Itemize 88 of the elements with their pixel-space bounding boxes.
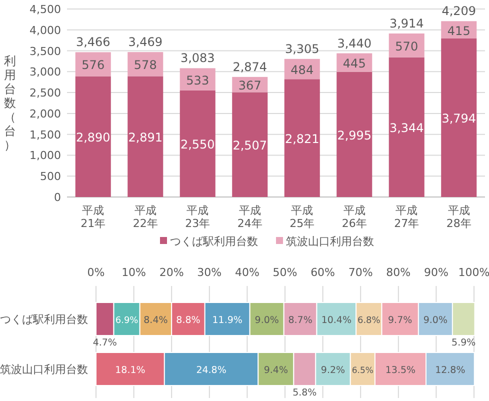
x-tick-label: 30% (197, 266, 222, 279)
data-label: 570 (395, 39, 418, 54)
data-label: 9.7% (388, 315, 412, 326)
bar (75, 76, 111, 197)
x-tick-label: 80% (386, 266, 411, 279)
y-axis-title: 利用台数（台） (4, 54, 16, 152)
data-label: 12.8% (435, 365, 466, 376)
total-label: 3,305 (284, 42, 320, 56)
total-label: 3,469 (128, 35, 163, 50)
legend-label: 筑波山口利用台数 (286, 235, 374, 248)
data-label: 8.7% (288, 315, 312, 326)
data-label: 578 (134, 58, 157, 72)
data-label: 6.5% (352, 366, 374, 376)
data-label: 9.2% (320, 365, 346, 376)
x-tick-label: 平成 22年 (132, 204, 158, 230)
y-tick-label: 500 (40, 170, 61, 184)
y-tick-label: 4,000 (30, 24, 61, 37)
x-tick-label: 平成 23年 (185, 204, 210, 230)
data-label: 24.8% (196, 365, 226, 376)
data-label: 9.4% (264, 365, 288, 376)
y-tick-label: 筑波山口利用台数 (0, 363, 88, 376)
bar (336, 72, 372, 197)
y-tick-label: 3,500 (30, 44, 61, 58)
x-tick-label: 100% (458, 266, 489, 279)
y-tick-label: 2,500 (30, 86, 61, 100)
x-tick-label: 90% (424, 266, 448, 279)
x-tick-label: 平成 24年 (237, 204, 262, 230)
bar (388, 57, 424, 197)
bar (180, 90, 216, 197)
data-label: 5.9% (452, 338, 476, 348)
x-tick-label: 平成 21年 (80, 204, 106, 230)
data-label: 2,821 (284, 132, 320, 146)
data-label: 6.8% (357, 316, 381, 326)
data-label: 2,890 (76, 130, 110, 145)
x-tick-label: 60% (310, 266, 336, 279)
data-label: 367 (238, 78, 262, 93)
y-tick-label: 4,500 (30, 3, 61, 16)
x-tick-label: 50% (272, 266, 298, 279)
bar (75, 52, 111, 76)
data-label: 6.9% (115, 316, 139, 326)
data-label: 9.0% (423, 315, 448, 326)
x-tick-label: 10% (122, 266, 146, 279)
total-label: 3,083 (180, 51, 215, 66)
data-label: 5.8% (292, 388, 317, 398)
data-label: 2,891 (128, 130, 163, 145)
bar (232, 92, 268, 197)
x-tick-label: 平成 27年 (394, 204, 420, 230)
x-tick-label: 平成 26年 (342, 204, 367, 230)
data-label: 13.5% (385, 365, 416, 376)
data-label: 2,507 (232, 138, 268, 153)
total-label: 3,914 (389, 16, 424, 30)
data-label: 4.7% (92, 338, 117, 348)
y-tick-label: つくば駅利用台数 (0, 313, 88, 326)
y-tick-label: 1,500 (30, 128, 61, 142)
legend-label: つくば駅利用台数 (170, 235, 258, 248)
data-label: 533 (186, 73, 210, 88)
x-tick-label: 70% (348, 266, 373, 279)
total-label: 2,874 (232, 60, 268, 74)
x-tick-label: 平成 25年 (290, 204, 315, 230)
data-label: 2,550 (180, 138, 215, 152)
data-label: 3,344 (389, 121, 424, 136)
bar (388, 33, 424, 58)
y-tick-label: 2,000 (30, 107, 61, 120)
total-label: 3,466 (76, 35, 110, 50)
x-tick-label: 0% (87, 266, 105, 279)
bar (441, 38, 477, 197)
data-label: 415 (447, 24, 470, 38)
data-label: 445 (342, 56, 366, 71)
x-tick-label: 40% (234, 266, 260, 279)
data-label: 8.8% (176, 315, 200, 326)
x-tick-label: 20% (159, 266, 184, 279)
bar (284, 79, 320, 197)
data-label: 10.4% (321, 315, 352, 326)
data-label: 18.1% (115, 365, 146, 376)
data-label: 11.9% (212, 315, 242, 326)
data-label: 484 (290, 63, 314, 78)
data-label: 2,995 (337, 128, 372, 142)
y-tick-label: 0 (54, 191, 61, 204)
total-label: 3,440 (337, 36, 372, 50)
data-label: 3,794 (442, 112, 476, 126)
data-label: 576 (82, 58, 105, 72)
y-tick-label: 3,000 (30, 66, 61, 79)
bar (128, 76, 164, 197)
x-tick-label: 平成 28年 (446, 204, 472, 230)
data-label: 8.4% (144, 315, 168, 326)
data-label: 9.0% (254, 315, 279, 326)
y-tick-label: 1,000 (30, 149, 61, 162)
total-label: 4,209 (442, 4, 476, 18)
